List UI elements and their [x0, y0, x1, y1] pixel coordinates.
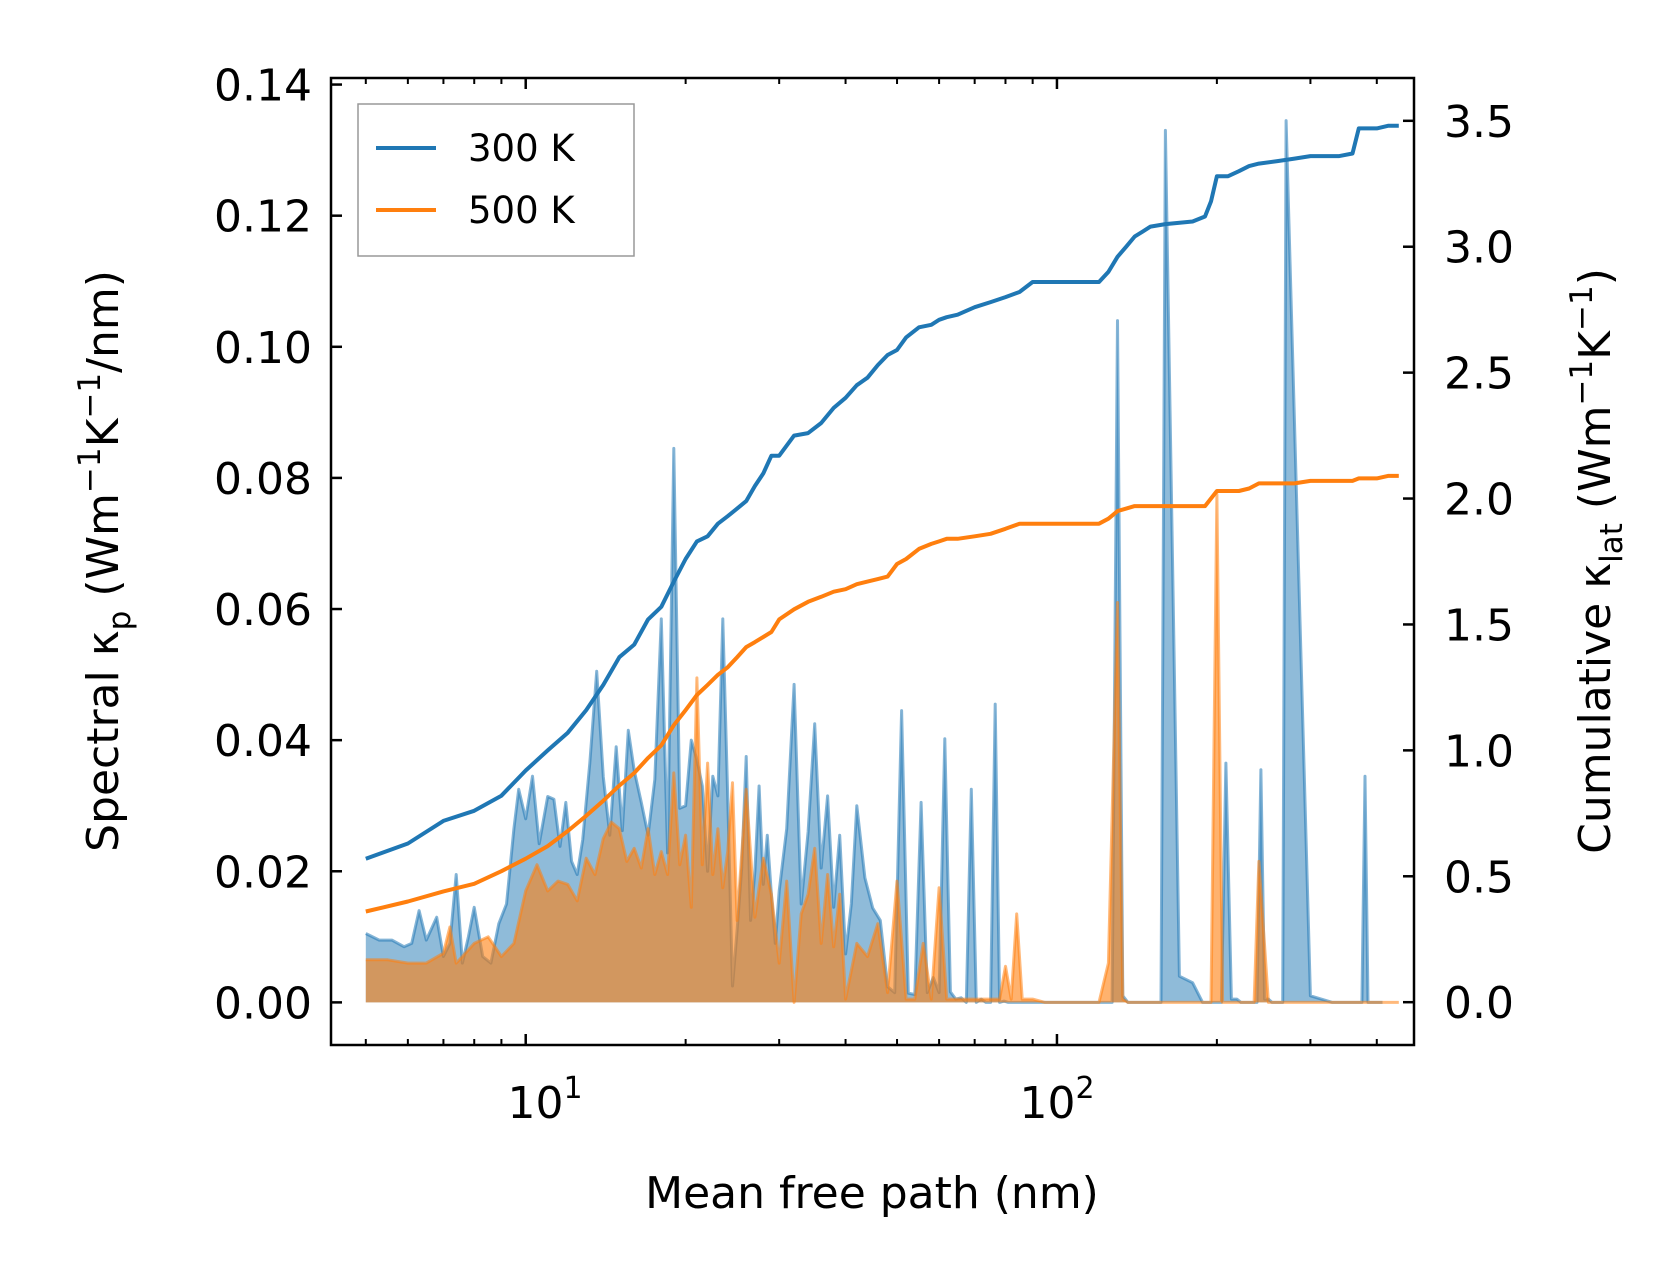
cumulative-line-500k [365, 473, 1399, 914]
spectral-area-500k [365, 494, 1399, 1003]
legend: 300 K 500 K [357, 103, 635, 257]
x-tick-label-10: 101 [507, 1071, 582, 1129]
left-tick-label: 0.02 [214, 847, 312, 898]
right-tick-label: 2.5 [1444, 349, 1514, 400]
spectral-line-500k [365, 492, 1399, 1004]
legend-box [357, 103, 635, 257]
right-tick-label: 3.0 [1444, 223, 1514, 274]
right-tick-label: 0.0 [1444, 978, 1514, 1029]
legend-label-500k: 500 K [468, 189, 576, 232]
cumulative-line-300k [365, 123, 1399, 861]
right-tick-label: 1.0 [1444, 726, 1514, 777]
x-axis-title: Mean free path (nm) [645, 1168, 1099, 1219]
left-tick-label: 0.06 [214, 585, 312, 636]
right-tick-label: 3.5 [1444, 97, 1514, 148]
x-tick-label-100: 102 [1019, 1071, 1094, 1129]
plot-frame [329, 76, 1416, 1047]
right-axis-title: Cumulative κlat (Wm−1K−1) [1564, 268, 1630, 854]
left-tick-label: 0.08 [214, 454, 312, 505]
right-tick-label: 1.5 [1444, 600, 1514, 651]
left-tick-label: 0.12 [214, 192, 312, 243]
left-tick-label: 0.14 [214, 61, 312, 112]
left-tick-label: 0.04 [214, 716, 312, 767]
left-tick-label: 0.10 [214, 323, 312, 374]
left-axis-title: Spectral κp (Wm−1K−1/nm) [72, 270, 138, 852]
legend-label-300k: 300 K [468, 127, 576, 170]
right-tick-label: 2.0 [1444, 475, 1514, 526]
left-tick-label: 0.00 [214, 978, 312, 1029]
right-tick-label: 0.5 [1444, 852, 1514, 903]
